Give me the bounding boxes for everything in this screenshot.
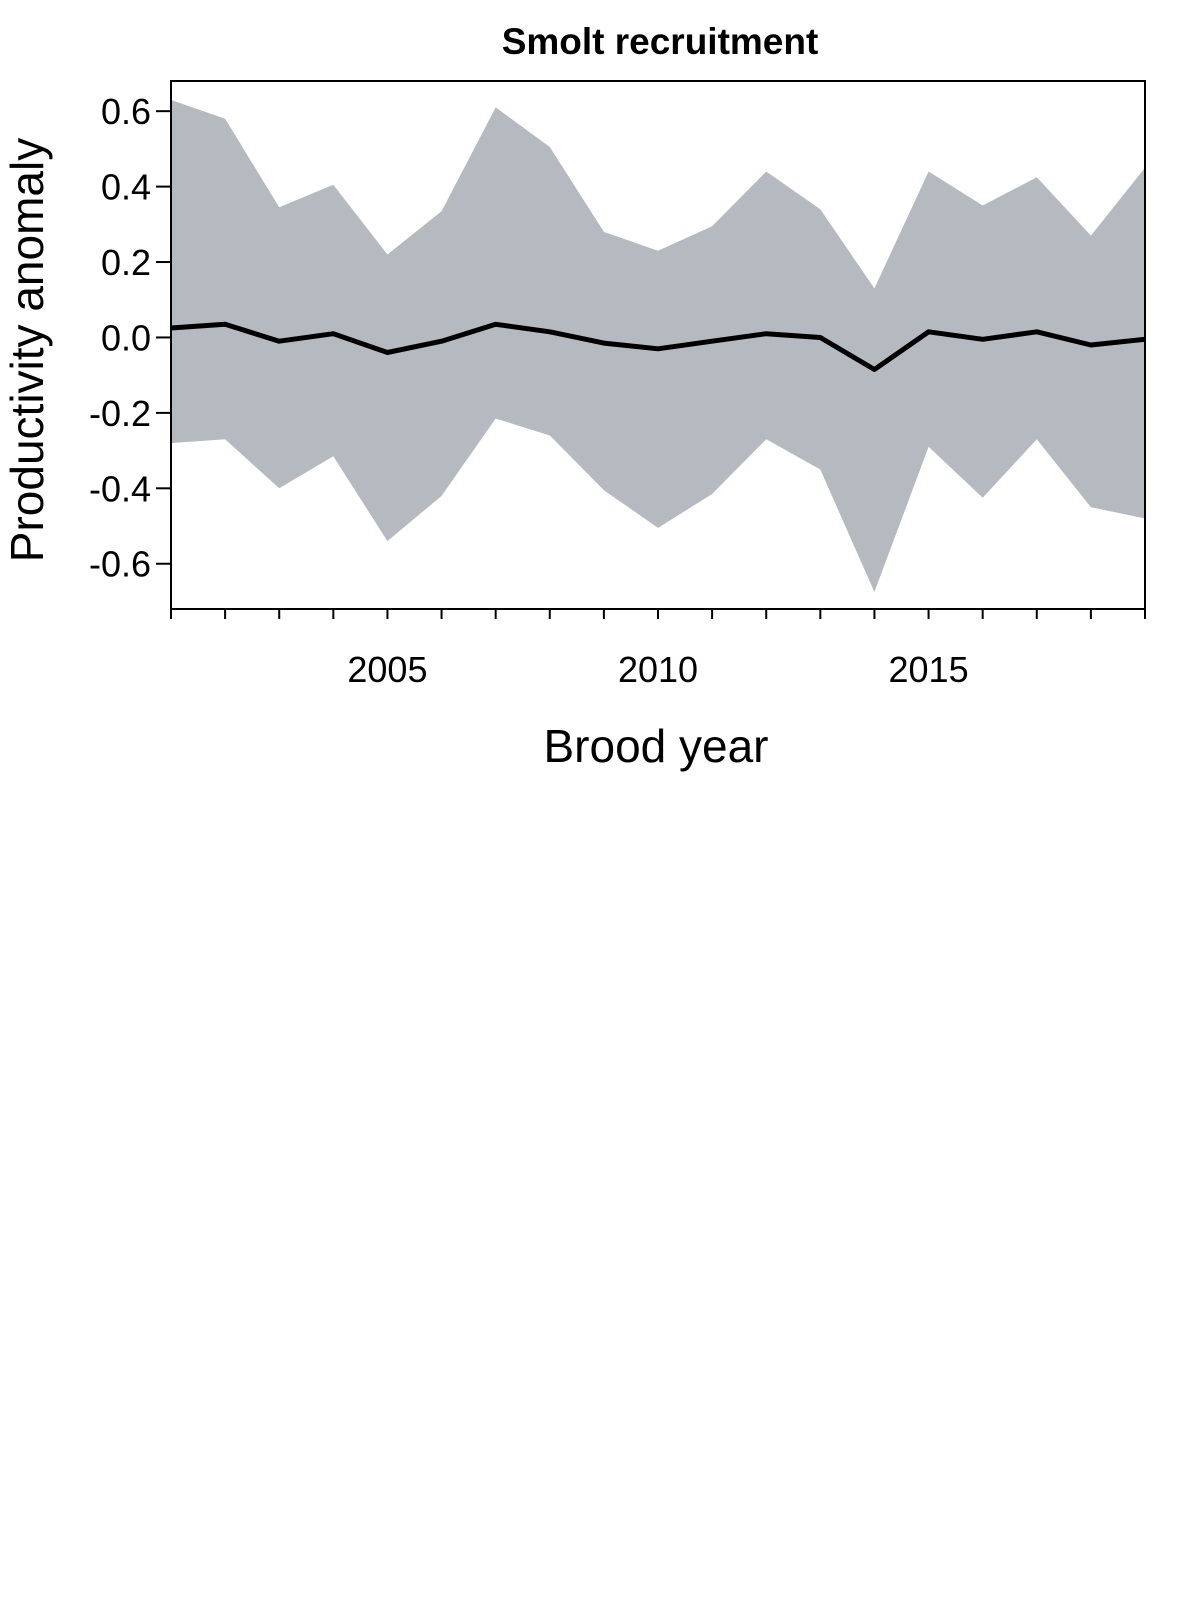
y-tick-label-0.0: 0.0 <box>101 317 151 358</box>
median-point-2008 <box>549 331 551 333</box>
chart-title: Smolt recruitment <box>502 21 819 62</box>
y-tick-label-0.2: 0.2 <box>101 242 151 283</box>
median-point-2014 <box>873 369 875 371</box>
median-point-2007 <box>495 323 497 325</box>
y-tick-label-0.4: 0.4 <box>101 167 151 208</box>
x-tick-label-2015: 2015 <box>889 649 969 690</box>
median-point-2016 <box>982 338 984 340</box>
median-point-2009 <box>603 342 605 344</box>
median-point-2002 <box>224 323 226 325</box>
x-tick-label-2005: 2005 <box>347 649 427 690</box>
interval-band <box>171 99 1145 593</box>
median-point-2017 <box>1036 331 1038 333</box>
y-tick-label--0.2: -0.2 <box>89 393 151 434</box>
x-axis-title: Brood year <box>543 720 768 772</box>
median-point-2018 <box>1090 344 1092 346</box>
median-point-2006 <box>441 340 443 342</box>
median-point-2011 <box>711 340 713 342</box>
y-tick-label--0.4: -0.4 <box>89 468 151 509</box>
median-point-2013 <box>819 336 821 338</box>
median-point-2012 <box>765 333 767 335</box>
y-tick-label-0.6: 0.6 <box>101 91 151 132</box>
y-tick-label--0.6: -0.6 <box>89 544 151 585</box>
y-axis-title: Productivity anomaly <box>1 138 53 562</box>
plot-area <box>170 99 1146 593</box>
median-point-2015 <box>928 331 930 333</box>
median-point-2003 <box>278 340 280 342</box>
median-point-2010 <box>657 348 659 350</box>
median-point-2005 <box>386 352 388 354</box>
median-point-2004 <box>332 333 334 335</box>
axes: 0.6 0.4 0.2 0.0 -0.2 -0.4 -0.6 2005 2010 2015 <box>89 80 1146 690</box>
x-tick-label-2010: 2010 <box>618 649 698 690</box>
